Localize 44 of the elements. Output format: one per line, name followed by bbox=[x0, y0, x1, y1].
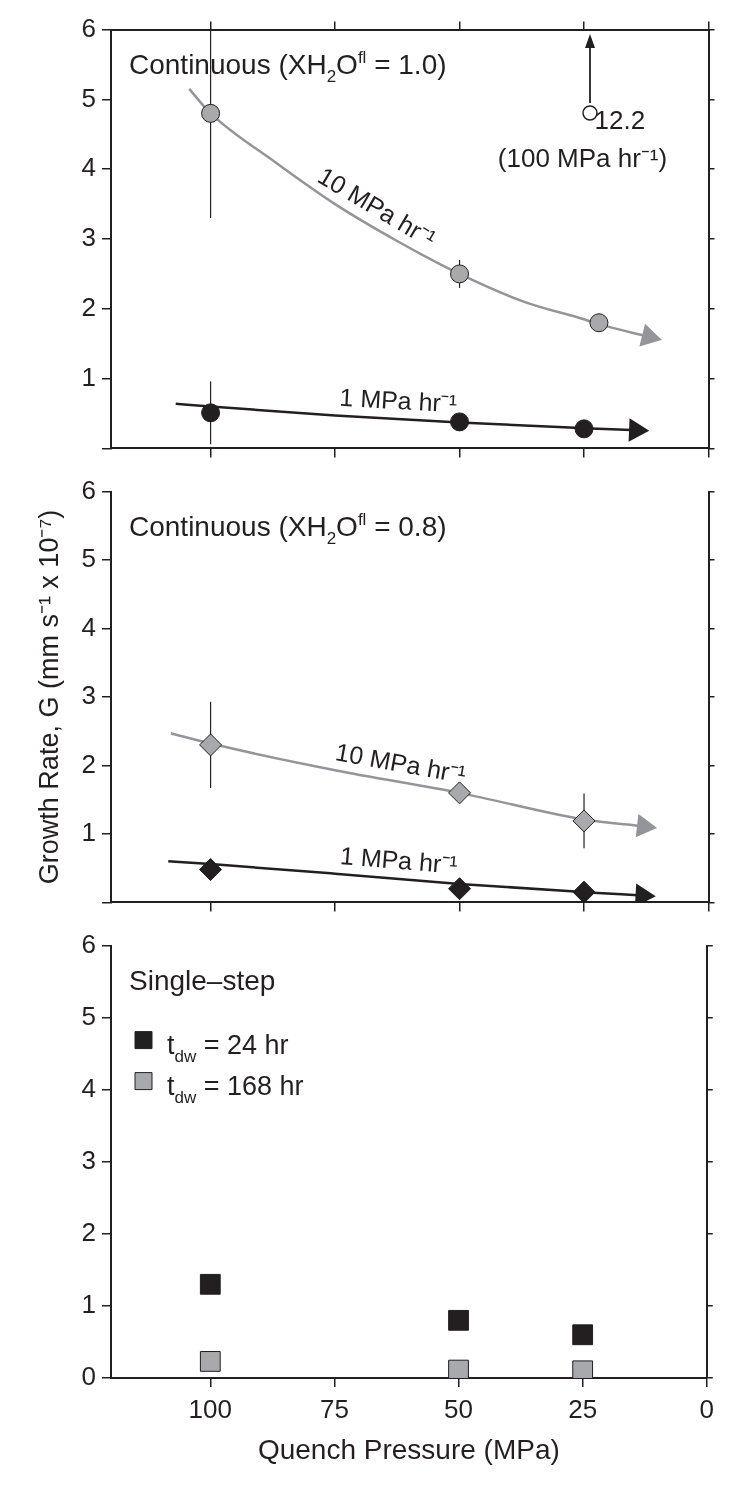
series-label: 1 MPa hr⁻¹ bbox=[339, 841, 459, 879]
y-tick-label: 3 bbox=[81, 222, 96, 253]
y-tick-label: 4 bbox=[81, 1072, 96, 1103]
x-tick-label: 50 bbox=[444, 1393, 473, 1424]
x-tick-label: 75 bbox=[319, 1393, 349, 1424]
y-tick-label: 3 bbox=[81, 680, 96, 711]
point bbox=[572, 880, 596, 903]
point bbox=[199, 858, 223, 882]
y-tick-label: 5 bbox=[81, 82, 96, 113]
point bbox=[450, 264, 470, 284]
y-tick-label: 2 bbox=[81, 291, 96, 322]
y-tick-label: 1 bbox=[81, 817, 96, 848]
y-tick-label: 2 bbox=[81, 748, 96, 779]
y-tick-label: 4 bbox=[81, 611, 96, 642]
point bbox=[448, 877, 472, 901]
y-tick-label: 1 bbox=[81, 1289, 96, 1320]
x-tick-label: 0 bbox=[699, 1393, 714, 1424]
y-tick-label: 3 bbox=[81, 1144, 96, 1175]
annotation: 12.2 (100 MPa hr⁻¹) bbox=[497, 104, 668, 173]
point bbox=[448, 781, 472, 805]
y-tick-label: 2 bbox=[81, 1217, 96, 1248]
y-tick-label: 4 bbox=[81, 152, 96, 183]
x-tick-label: 100 bbox=[188, 1393, 232, 1424]
text: 10 MPa hr⁻¹ bbox=[313, 161, 441, 253]
point bbox=[574, 419, 594, 439]
y-tick-label: 1 bbox=[81, 361, 96, 392]
y-tick-label: 5 bbox=[81, 1000, 96, 1031]
point bbox=[450, 412, 470, 432]
point bbox=[572, 809, 596, 833]
y-tick-label: 6 bbox=[81, 928, 96, 959]
point bbox=[199, 733, 223, 757]
point bbox=[589, 313, 609, 333]
series-label: 1 MPa hr⁻¹ bbox=[338, 382, 458, 418]
y-axis-title: Growth Rate, G (mm s⁻¹ x 10⁻⁷) bbox=[32, 509, 65, 885]
y-tick-label: 0 bbox=[81, 1361, 96, 1392]
y-tick-label: 6 bbox=[81, 474, 96, 505]
x-tick-label: 25 bbox=[568, 1393, 598, 1424]
y-tick-label: 6 bbox=[81, 12, 96, 43]
text: Single–step bbox=[129, 964, 276, 996]
x-axis-title: Quench Pressure (MPa) bbox=[257, 1433, 560, 1465]
point bbox=[201, 103, 221, 123]
y-tick-label: 5 bbox=[81, 543, 96, 574]
point bbox=[201, 403, 221, 423]
text: 10 MPa hr⁻¹ bbox=[333, 737, 468, 789]
